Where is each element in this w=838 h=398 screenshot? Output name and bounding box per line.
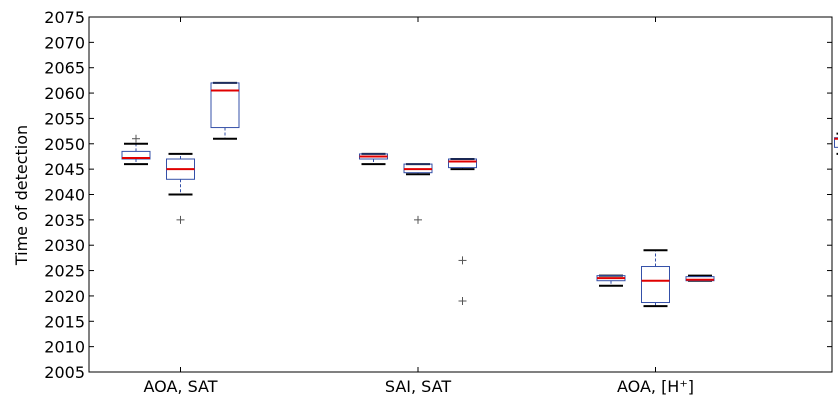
box-plot-item — [641, 249, 670, 308]
y-tick-label: 2040 — [44, 186, 85, 205]
y-tick-label: 2075 — [44, 8, 85, 27]
category-label: AOA, [H⁺] — [617, 377, 694, 396]
box-body — [210, 82, 240, 129]
box-plot-item — [834, 132, 838, 155]
box-plot-item — [596, 274, 626, 287]
y-tick-label: 2065 — [44, 59, 85, 78]
box-plot-item — [448, 158, 477, 305]
y-tick-label: 2025 — [44, 262, 85, 281]
box-plot-item — [121, 134, 151, 166]
box-body — [641, 266, 670, 304]
box-plot-item — [403, 163, 433, 224]
box-body — [685, 276, 715, 282]
box-plot-item — [210, 81, 240, 140]
y-tick-label: 2035 — [44, 211, 85, 230]
box-plot-item — [166, 152, 195, 224]
box-body — [121, 150, 151, 160]
y-tick-label: 2005 — [44, 363, 85, 382]
box-body — [448, 158, 477, 169]
plot-frame — [88, 16, 833, 373]
y-tick-label: 2030 — [44, 236, 85, 255]
y-tick-label: 2050 — [44, 135, 85, 154]
y-tick-label: 2010 — [44, 338, 85, 357]
y-axis-title: Time of detection — [12, 125, 31, 266]
box-body — [834, 137, 838, 148]
y-tick-label: 2045 — [44, 160, 85, 179]
y-tick-label: 2055 — [44, 109, 85, 128]
box-plot-item — [685, 274, 715, 282]
category-label: AOA, SAT — [143, 377, 217, 396]
category-label: SAI, SAT — [385, 377, 451, 396]
y-tick-label: 2020 — [44, 287, 85, 306]
y-tick-label: 2070 — [44, 33, 85, 52]
y-tick-label: 2060 — [44, 84, 85, 103]
y-tick-label: 2015 — [44, 312, 85, 331]
box-plot-item — [359, 152, 388, 166]
